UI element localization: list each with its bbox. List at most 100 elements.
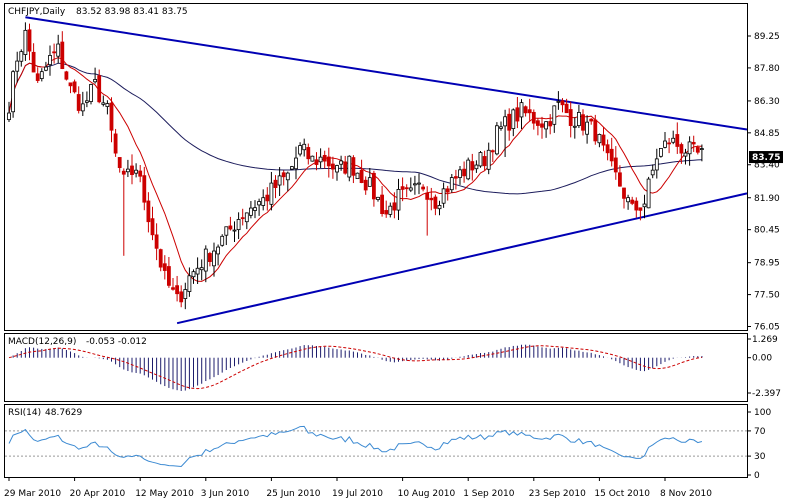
candle-body [429,197,434,201]
candle-body [650,169,655,176]
price-tick-label: 76.05 [754,323,780,333]
candle-body [691,141,696,145]
main-chart-title: CHFJPY,Daily [8,7,66,17]
candle-body [638,207,643,211]
candle-body [597,134,602,144]
candle-body [523,106,528,114]
candle-body [486,149,491,170]
candle-body [663,140,667,148]
moving-averages [8,57,702,282]
ma-long-line [8,62,702,195]
candle-body [560,100,565,106]
candle-body [19,51,24,62]
candle-body [183,289,188,299]
candle-body [44,66,48,71]
candle-body [195,267,200,275]
candle-body [412,183,417,186]
candle-body [48,55,52,66]
candle-body [396,188,401,211]
candle-body [138,170,143,177]
candle-body [556,100,561,103]
candle-body [642,203,647,208]
candle-body [97,75,102,103]
main-panel-frame [4,3,748,331]
candle-body [371,172,376,200]
candle-body [404,187,409,190]
date-tick-label: 29 Mar 2010 [4,489,61,499]
price-tick-label: 87.80 [754,64,780,74]
price-tick-label: 77.50 [754,291,780,301]
candle-body [257,201,262,206]
candle-body [490,150,495,153]
candle-body [683,152,688,157]
candle-body [261,197,266,206]
candle-body [593,119,598,142]
candle-body [589,118,594,122]
date-tick-label: 20 Apr 2010 [70,489,126,499]
candle-body [220,235,225,246]
candle-body [7,112,11,121]
candle-body [695,147,700,153]
candle-body [474,164,479,170]
candle-body [667,142,671,145]
candle-body [494,125,499,155]
candle-body [224,226,229,236]
price-tick-label: 83.40 [754,161,780,171]
macd-tick-label: -2.397 [752,389,781,399]
candle-body [626,197,630,203]
price-tick-label: 78.95 [754,259,780,269]
candle-body [294,157,298,170]
macd-signal-line [8,345,702,390]
candle-body [499,126,503,129]
candle-body [191,271,196,278]
candle-body [531,111,536,124]
candle-body [548,121,553,127]
date-tick-label: 3 Jun 2010 [201,489,250,499]
candle-body [207,253,212,262]
candle-body [76,94,81,111]
price-tick-label: 89.25 [754,32,780,42]
candle-body [134,169,139,174]
candle-body [351,157,356,176]
candle-body [146,200,151,223]
rsi-panel: 100 70 30 0 [5,408,771,481]
candle-body [359,169,364,184]
candle-body [568,109,573,126]
candle-body [269,182,274,205]
price-tick-label: 80.45 [754,226,780,236]
candle-body [265,194,270,202]
last-price-label: 83.75 [752,153,780,163]
candle-body [462,168,467,177]
candle-body [60,41,65,70]
candle-body [384,210,389,215]
candle-body [253,207,257,211]
candle-body [306,147,311,160]
candle-body [585,121,589,135]
price-tick-label: 86.30 [754,97,780,107]
candle-body [248,207,253,216]
rsi-tick-label: 0 [754,471,760,481]
macd-values: -0.053 -0.012 [86,337,147,347]
candle-body [671,137,676,143]
candle-body [130,165,134,176]
candle-body [343,161,348,174]
candle-body [654,158,659,171]
candle-body [31,51,36,73]
trendlines [25,16,748,325]
candle-body [117,157,122,169]
candle-body [11,71,16,113]
candle-body [113,133,118,154]
candle-body [470,161,475,171]
candle-body [240,217,245,220]
date-tick-label: 1 Sep 2010 [463,489,515,499]
candle-body [601,134,606,146]
macd-tick-label: 0.00 [752,354,772,364]
candle-body [93,79,97,83]
candle-body [314,159,319,165]
candle-body [449,177,454,191]
candle-body [109,102,114,131]
candle-body [212,250,216,267]
candle-body [687,141,692,155]
candle-body [511,109,516,129]
